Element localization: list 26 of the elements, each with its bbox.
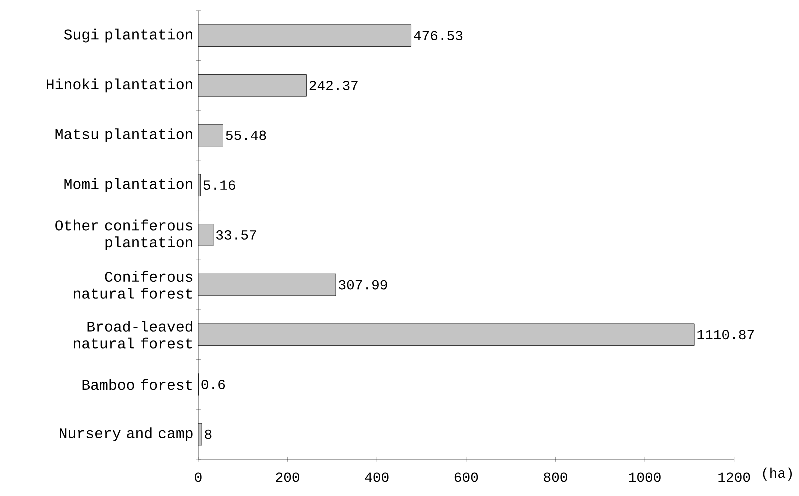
data-label: 0.6: [202, 380, 226, 390]
y-tick-label: Nursery and camp: [60, 428, 193, 442]
data-label: 55.48: [226, 130, 266, 140]
x-tick-label: 0: [195, 472, 202, 482]
x-tick-label: 1000: [629, 472, 661, 482]
y-tick-label: Broad-leaved natural forest: [74, 320, 192, 349]
data-label: 307.99: [339, 280, 388, 290]
y-tick-label: Hinoki plantation: [47, 78, 192, 93]
x-axis-title: (ha): [763, 468, 792, 481]
data-label: 476.53: [414, 31, 463, 40]
x-tick-label: 800: [544, 472, 568, 482]
x-tick-label: 1200: [718, 472, 750, 482]
data-label: 8: [205, 430, 212, 440]
y-tick-label: Other coniferous plantation: [56, 220, 193, 250]
x-tick-label: 200: [276, 472, 300, 482]
data-label: 242.37: [310, 80, 358, 90]
data-label: 1110.87: [698, 330, 754, 340]
x-tick-label: 400: [365, 472, 389, 482]
y-tick-label: Matsu plantation: [56, 128, 192, 142]
y-tick-label: Momi plantation: [64, 178, 192, 192]
y-tick-label: Sugi plantation: [64, 28, 192, 43]
y-tick-label: Bamboo forest: [82, 379, 192, 390]
x-tick-label: 600: [454, 472, 478, 482]
data-label: 5.16: [204, 180, 236, 190]
y-tick-label: Coniferous natural forest: [74, 271, 193, 299]
data-label: 33.57: [216, 230, 256, 240]
